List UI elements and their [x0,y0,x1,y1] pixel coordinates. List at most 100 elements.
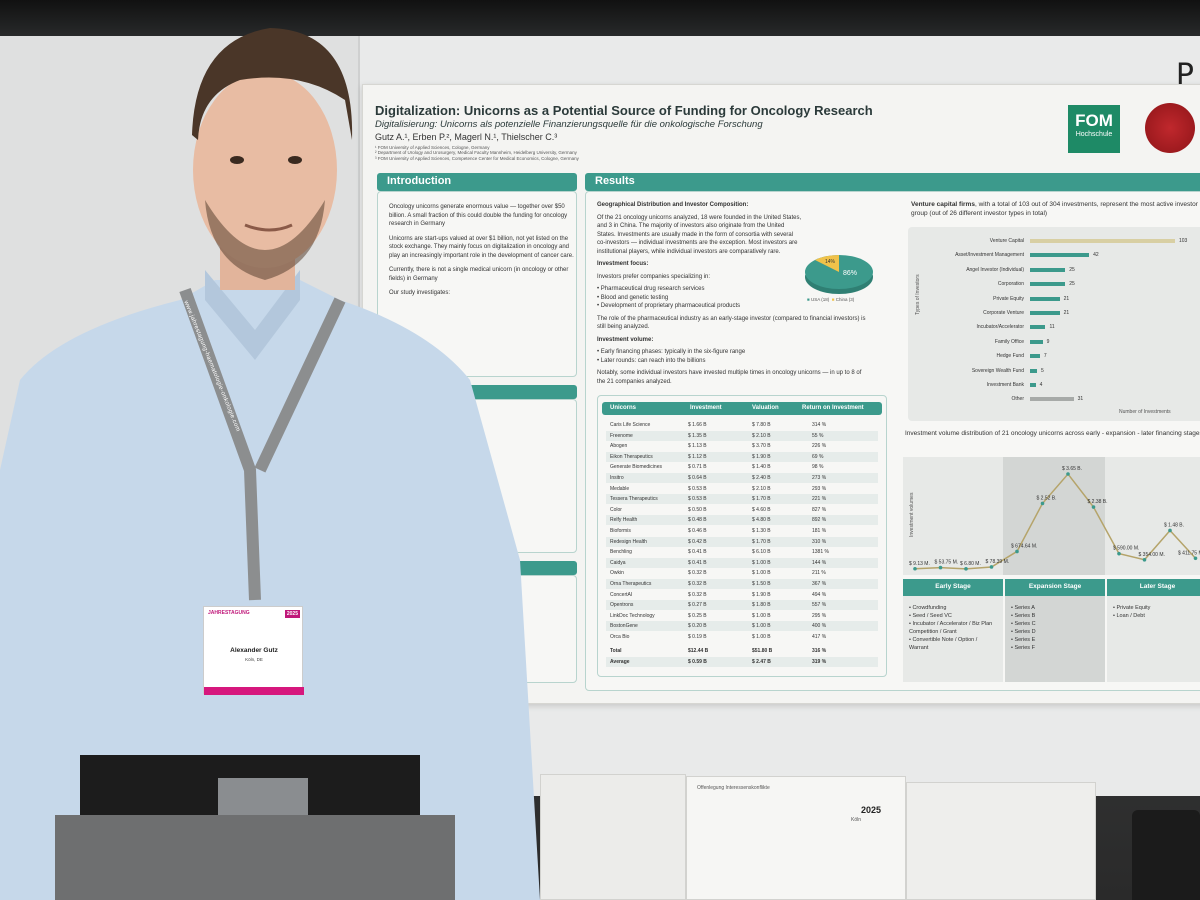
bar-label: Incubator/Accelerator [976,324,1024,331]
table-cell: 827 % [812,506,827,513]
table-cell: $ 0.32 B [688,581,707,587]
table-cell: 69 % [812,453,824,460]
disclosure-sheet: Offenlegung Interessenskonflikte 2025 Kö… [686,776,906,900]
table-cell: $ 1.90 B [752,591,771,598]
volume-item: Later rounds: can reach into the billion… [600,357,706,364]
table-row: Benchling $ 0.41 B $ 6.10 B 1381 % [606,547,878,557]
table-cell: 557 % [812,602,827,609]
shirt [0,280,540,900]
table-row: Eikon Therapeutics $ 1.12 B $ 1.90 B 69 % [606,451,878,462]
bar [1030,354,1040,359]
bar-value: 21 [1063,295,1070,302]
table-cell: Medable [610,485,630,492]
volume-point-label: $ 53.75 M. [935,560,959,566]
volume-point-label: $ 2.38 B. [1088,499,1108,505]
table-cell: $51.80 B [752,648,773,654]
table-header-cell: Investment [690,405,722,411]
table-cell: $ 1.00 B [752,559,771,566]
volume-point [1066,472,1070,476]
bar-label: Hedge Fund [996,353,1024,360]
table-cell: Generate Biomedicines [610,464,662,471]
table-cell: $ 4.80 B [752,517,771,524]
volume-point [989,565,994,569]
volume-outro: Notably, some individual investors have … [597,370,862,385]
stage-item: • Seed / Seed VC [909,613,952,619]
intro-paragraph: Currently, there is not a single medical… [389,267,569,282]
stage-item: • Series C [1011,621,1036,627]
focus-item: Development of proprietary pharmaceutica… [600,303,741,309]
volume-line [914,472,1197,570]
bar-value: 5 [1041,367,1044,374]
bar [1030,239,1175,243]
volume-point [1015,549,1019,554]
table-cell: $ 1.70 B [752,538,771,545]
stage-item: • Crowdfunding [909,605,947,611]
stage-item: • Series A [1011,605,1035,611]
table-cell: $ 0.41 B [688,549,707,556]
unicorn-table: Unicorns Investment Valuation Return on … [597,395,887,677]
table-cell: $ 0.46 B [688,528,707,534]
table-cell: $ 1.13 B [688,443,707,450]
pie-slice-china [815,255,839,272]
table-cell: Eikon Therapeutics [610,453,653,460]
badge-year: 2025 [284,610,300,618]
table-cell: 295 % [812,612,827,619]
volume-point [913,566,917,571]
affiliation: ² Department of Urology and Urosurgery, … [375,150,577,156]
table-cell: 314 % [812,422,827,428]
geo-text: Of the 21 oncology unicorns analyzed, 18… [597,214,802,255]
bar-label: Asset/Investment Management [955,252,1024,259]
bar-value: 11 [1049,324,1055,331]
table-cell: ConcertAI [610,591,633,598]
table-header-cell: Unicorns [610,405,637,411]
disclosure-year: 2025 [861,805,882,815]
table-cell: $ 1.90 B [752,453,771,460]
stage-column: • Private Equity • Loan / Debt [1107,596,1200,682]
legend-china: China (3) [835,297,855,302]
table-cell: Insitro [610,475,624,481]
stage-column: • Crowdfunding • Seed / Seed VC • Incubato… [903,596,1003,682]
badge-name: Alexander Gutz [230,647,278,654]
stage-item: • Convertible Note / Option / Warrant [909,637,978,651]
table-cell: $ 1.00 B [752,623,771,630]
trousers [55,815,455,900]
table-cell: Color [610,506,622,513]
table-cell: $ 2.10 B [752,485,771,492]
table-cell: BostonGene [610,623,638,630]
bar-value: 103 [1179,238,1188,244]
table-header-cell: Valuation [752,405,779,411]
table-row: BostonGene $ 0.20 B $ 1.00 B 400 % [606,621,878,632]
affiliation: ¹ FOM University of Applied Sciences, Co… [375,145,490,150]
qr-sheet [540,774,686,900]
table-cell: Orca Bio [610,634,630,640]
bar-value: 25 [1069,266,1075,273]
fom-logo: FOM Hochschule [1068,105,1120,153]
table-row: Medable $ 0.53 B $ 2.10 B 293 % [606,484,878,494]
country-pie-chart: 86% 14% [805,255,873,294]
table-cell: $ 0.27 B [688,602,707,609]
table-cell: 494 % [812,591,827,598]
bar-label: Family Office [994,338,1024,345]
lanyard-strap [179,287,346,601]
mouth [244,223,293,232]
table-cell: $ 0.59 B [688,659,707,665]
stage-item: • Private Equity [1113,605,1151,611]
table-row: Relfy Health $ 0.48 B $ 4.80 B 892 % [606,515,878,526]
bar-label: Corporate Venture [983,310,1024,316]
stage-heading: Expansion Stage [1005,579,1105,596]
volume-point-label: $ 9.13 M. [909,561,930,567]
bar-chart-xlabel: Number of Investments [1119,409,1171,415]
table-cell: Tessera Therapeutics [610,496,658,503]
volume-item: Early financing phases: typically in the… [600,349,746,355]
bar-label: Angel Investor (Individual) [966,266,1024,273]
table-row: Tessera Therapeutics $ 0.53 B $ 1.70 B 221 … [606,494,878,505]
name-badge: JAHRESTAGUNG 2025 Alexander Gutz Köln, D… [203,606,304,695]
affiliation: ³ FOM University of Applied Sciences, Co… [375,155,579,161]
table-cell: $ 1.30 B [752,528,771,534]
bar-label: Other [1011,396,1024,403]
table-header: Unicorns Investment Valuation Return on … [602,402,882,415]
table-row: Abogen $ 1.13 B $ 3.70 B 226 % [606,441,878,451]
bar [1030,383,1036,387]
table-row: Color $ 0.50 B $ 4.60 B 827 % [606,505,878,515]
stage-column: • Series A • Series B • Series C • Series D… [1005,596,1105,682]
